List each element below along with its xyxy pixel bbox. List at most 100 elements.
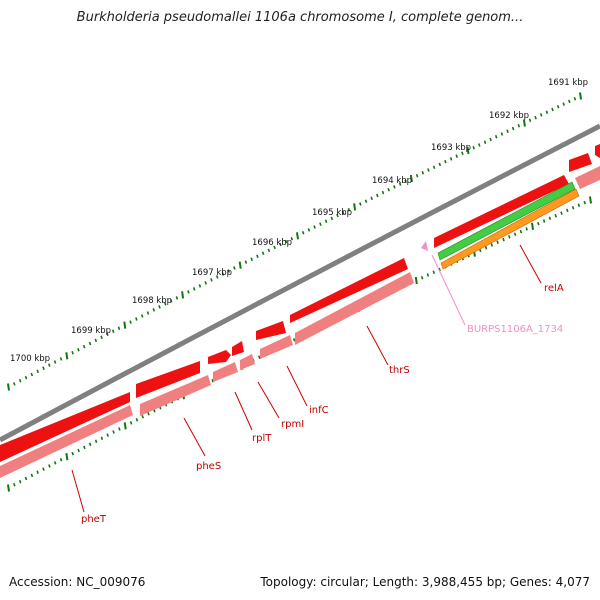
outer-ruler-tick [364,199,368,203]
outer-ruler-tick [117,326,121,330]
outer-ruler-tick [387,188,390,192]
chromosome-backbone [0,123,600,443]
outer-ruler-tick [71,350,74,355]
outer-ruler-tick [13,382,16,386]
cds-right-2[interactable] [595,144,600,158]
ruler-label-1695: 1695 kbp [312,208,352,218]
outer-ruler-tick [135,317,138,321]
inner-ruler-tick [94,439,98,443]
gene-label-infC[interactable]: infC [309,405,329,416]
outer-ruler-tick [284,239,288,244]
gene-rpmI[interactable] [240,354,255,370]
inner-ruler-tick [106,433,109,437]
inner-ruler-tick [438,267,441,272]
pseudo-feature-BURPS1106A_1734[interactable] [421,241,428,251]
outer-ruler-tick [478,143,481,147]
outer-ruler-tick [393,185,396,189]
ruler-label-1697: 1697 kbp [192,268,232,278]
gene-label-relA[interactable]: relA [544,283,564,294]
ruler-label-1691: 1691 kbp [548,78,588,88]
cds-infC[interactable] [256,321,286,340]
inner-ruler-tick [13,483,16,487]
outer-ruler-tick [427,168,430,172]
outer-ruler-tick [129,320,132,324]
outer-ruler-tick [111,329,115,333]
outer-ruler-tick [175,296,179,300]
inner-ruler-tick [513,232,517,237]
inner-ruler-tick [502,237,505,242]
inner-ruler-tick [525,227,528,231]
outer-ruler-tick [579,92,582,100]
rrna-relA[interactable] [437,181,576,261]
gene-thrS[interactable] [295,272,414,345]
inner-ruler-tick [135,418,139,422]
gene-infC[interactable] [260,335,293,359]
outer-ruler-tick [18,378,22,383]
gene-label-thrS[interactable]: thrS [389,365,410,376]
outer-ruler-tick [483,140,487,144]
cds-rpmI[interactable] [232,341,244,356]
outer-ruler-tick [438,162,442,167]
outer-ruler-tick [24,375,28,380]
gene-pheS[interactable] [140,375,211,416]
gene-label-rplT[interactable]: rplT [252,433,272,444]
outer-ruler-tick [522,119,526,127]
outer-ruler-tick [238,261,242,269]
inner-ruler-tick [414,276,418,285]
outer-ruler-tick [370,196,373,201]
outer-ruler-tick [409,174,413,183]
outer-ruler-tick [359,202,362,206]
cds-thrS[interactable] [290,258,408,323]
gene-label-pheS[interactable]: pheS [196,461,221,472]
inner-ruler-tick [566,208,569,213]
outer-ruler-tick [324,219,328,224]
inner-ruler-tick [589,196,592,204]
outer-ruler-tick [461,151,464,156]
cds-right-1[interactable] [569,153,592,172]
outer-ruler-tick [528,118,532,123]
inner-ruler-tick [508,235,511,239]
inner-ruler-tick [112,430,115,434]
gene-rplT[interactable] [213,362,238,382]
gene-label-rpmI[interactable]: rpmI [281,419,304,430]
outer-ruler-tick [568,99,571,104]
outer-ruler-tick [539,113,543,117]
gene-label-pheT[interactable]: pheT [81,514,107,525]
outer-ruler-tick [30,372,34,377]
misc-feature-relA[interactable] [440,188,580,270]
cds-track [0,144,600,462]
outer-ruler-tick [534,115,537,120]
outer-ruler-tick [169,299,173,303]
outer-ruler-tick [551,107,554,112]
cds-pheT[interactable] [0,392,130,462]
outer-ruler-tick [77,347,80,352]
outer-ruler-tick [187,290,190,294]
outer-ruler-tick [100,335,103,340]
outer-ruler-tick [250,257,253,261]
inner-ruler-tick [554,213,557,218]
outer-ruler-tick [449,157,453,161]
outer-ruler-tick [233,266,236,270]
outer-ruler-tick [573,96,577,101]
outer-ruler-tick [494,134,498,139]
outer-ruler-tick [48,363,51,367]
outer-ruler-tick [256,254,259,258]
outer-ruler-tick [341,210,345,215]
outer-ruler-tick [273,245,276,250]
gene-right[interactable] [575,166,600,189]
cds-pheS[interactable] [136,361,200,398]
outer-ruler-tick [152,308,156,312]
inner-ruler-tick [292,338,296,342]
inner-ruler-tick [490,243,494,247]
outer-ruler-tick [146,311,150,315]
outer-ruler-tick [319,222,322,226]
gene-pheT[interactable] [0,405,133,478]
cds-relA[interactable] [434,175,569,248]
inner-ruler-tick [537,221,540,226]
outer-ruler-tick [562,102,565,106]
inner-ruler-tick [88,442,92,447]
cds-rplT[interactable] [208,350,231,364]
gene-label-BURPS1106A_1734[interactable]: BURPS1106A_1734 [467,324,563,335]
outer-ruler-tick [198,284,202,288]
